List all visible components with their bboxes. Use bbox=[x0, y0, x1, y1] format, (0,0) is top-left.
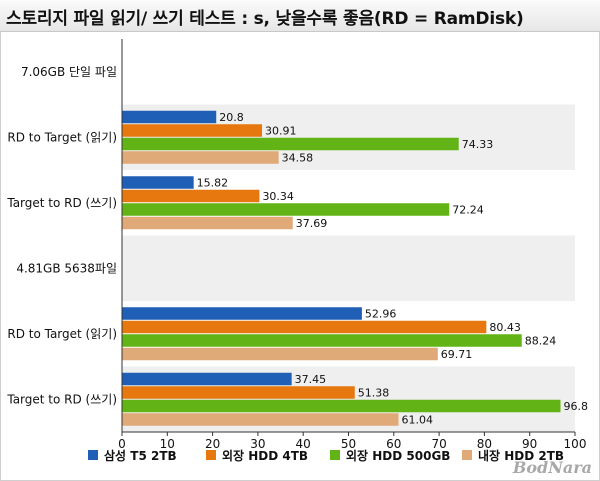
bar bbox=[122, 372, 292, 386]
data-label: 34.58 bbox=[282, 152, 314, 165]
bar bbox=[122, 189, 260, 203]
category-band bbox=[122, 39, 575, 105]
data-label: 72.24 bbox=[452, 204, 484, 217]
bar bbox=[122, 137, 459, 151]
data-label: 61.04 bbox=[402, 414, 434, 427]
category-label: RD to Target (읽기) bbox=[7, 327, 117, 341]
data-label: 15.82 bbox=[197, 177, 229, 190]
data-label: 30.34 bbox=[262, 190, 294, 203]
bar bbox=[122, 320, 487, 334]
bar bbox=[122, 216, 293, 230]
x-tick-label: 90 bbox=[522, 437, 537, 451]
category-label: RD to Target (읽기) bbox=[7, 130, 117, 144]
data-label: 80.43 bbox=[489, 321, 521, 334]
data-label: 69.71 bbox=[441, 348, 473, 361]
x-tick-label: 100 bbox=[564, 437, 587, 451]
data-label: 20.8 bbox=[219, 111, 244, 124]
data-label: 96.8 bbox=[564, 400, 589, 413]
watermark-logo: BodNara bbox=[512, 458, 592, 477]
x-tick-label: 60 bbox=[386, 437, 401, 451]
bar bbox=[122, 307, 362, 320]
x-tick-label: 50 bbox=[341, 437, 356, 451]
legend-label: 내장 HDD 2TB bbox=[478, 448, 564, 463]
category-label: Target to RD (쓰기) bbox=[6, 392, 117, 406]
legend-label: 외장 HDD 4TB bbox=[222, 448, 308, 463]
x-tick-label: 70 bbox=[431, 437, 446, 451]
bar bbox=[122, 110, 217, 124]
bar bbox=[122, 151, 279, 164]
x-tick-label: 30 bbox=[250, 437, 265, 451]
x-tick-label: 80 bbox=[477, 437, 492, 451]
x-tick-label: 20 bbox=[205, 437, 220, 451]
chart-title: 스토리지 파일 읽기/ 쓰기 테스트 : s, 낮을수록 좋음(RD = Ram… bbox=[6, 9, 524, 29]
title-bar: 스토리지 파일 읽기/ 쓰기 테스트 : s, 낮을수록 좋음(RD = Ram… bbox=[0, 0, 600, 32]
category-band bbox=[122, 235, 575, 301]
bar bbox=[122, 203, 450, 216]
category-label: 7.06GB 단일 파일 bbox=[21, 65, 117, 79]
data-label: 52.96 bbox=[365, 308, 397, 321]
category-label: Target to RD (쓰기) bbox=[6, 196, 117, 210]
data-label: 30.91 bbox=[265, 125, 297, 138]
legend-swatch bbox=[330, 450, 340, 460]
data-label: 37.45 bbox=[295, 373, 327, 386]
x-tick-label: 10 bbox=[160, 437, 175, 451]
bar bbox=[122, 176, 194, 189]
legend-label: 외장 HDD 500GB bbox=[346, 448, 450, 463]
data-label: 74.33 bbox=[462, 138, 494, 151]
bar bbox=[122, 334, 522, 347]
data-label: 37.69 bbox=[296, 217, 328, 230]
bar bbox=[122, 124, 263, 137]
legend-label: 삼성 T5 2TB bbox=[104, 448, 177, 463]
x-tick-label: 0 bbox=[118, 437, 126, 451]
category-label: 4.81GB 5638파일 bbox=[16, 261, 117, 275]
legend-swatch bbox=[206, 450, 216, 460]
bar bbox=[122, 399, 561, 413]
bar bbox=[122, 386, 355, 399]
bar bbox=[122, 413, 399, 426]
legend-swatch bbox=[88, 450, 98, 460]
bar bbox=[122, 347, 438, 361]
legend-swatch bbox=[462, 450, 472, 460]
data-label: 88.24 bbox=[525, 335, 557, 348]
data-label: 51.38 bbox=[358, 387, 390, 400]
x-tick-label: 40 bbox=[296, 437, 311, 451]
